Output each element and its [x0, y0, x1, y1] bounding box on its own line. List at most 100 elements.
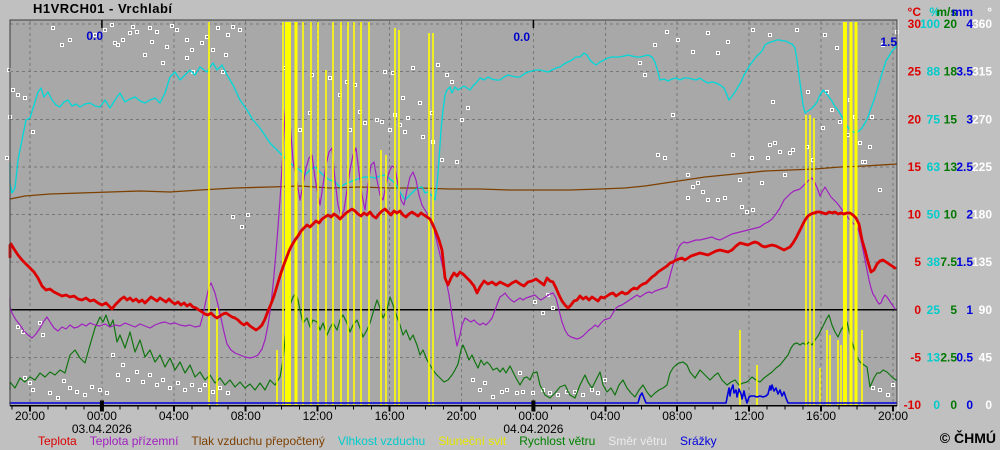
wind-direction-dot-center — [149, 27, 151, 29]
axis-value-label: 1.5 — [956, 255, 973, 269]
wind-direction-dot-center — [687, 174, 689, 176]
wind-direction-dot-center — [329, 77, 331, 79]
wind-direction-dot-center — [836, 47, 838, 49]
series-vlhkost-vzduchu-line — [9, 39, 898, 201]
wind-direction-dot-center — [727, 41, 729, 43]
wind-direction-dot-center — [225, 54, 227, 56]
wind-direction-dot-center — [784, 174, 786, 176]
wind-direction-dot-center — [707, 199, 709, 201]
wind-direction-dot-center — [451, 81, 453, 83]
wind-direction-dot-center — [792, 149, 794, 151]
axis-value-label: 63 — [927, 160, 941, 174]
wind-direction-dot-center — [779, 151, 781, 153]
wind-direction-dot-center — [807, 91, 809, 93]
wind-direction-dot-center — [717, 52, 719, 54]
wind-direction-dot-center — [542, 312, 544, 314]
axis-value-label: 2 — [966, 208, 973, 222]
axis-value-label: 10 — [944, 208, 958, 222]
wind-direction-dot-center — [887, 394, 889, 396]
x-tick-label: 08:00 — [662, 409, 692, 423]
wind-direction-dot-center — [32, 389, 34, 391]
wind-direction-dot-center — [247, 214, 249, 216]
wind-direction-dot-center — [879, 189, 881, 191]
axis-value-label: 0 — [933, 398, 940, 412]
x-tick-label: 16:00 — [806, 409, 836, 423]
wind-direction-dot-center — [847, 134, 849, 136]
wind-direction-dot-center — [349, 129, 351, 131]
wind-direction-dot-center — [57, 397, 59, 399]
x-tick-label: 16:00 — [375, 409, 405, 423]
wind-direction-dot-center — [162, 379, 164, 381]
wind-direction-dot-center — [69, 39, 71, 41]
wind-direction-dot-center — [232, 26, 234, 28]
x-tick-label: 00:00 — [518, 409, 548, 423]
wind-direction-dot-center — [472, 379, 474, 381]
axis-value-label: 3 — [966, 112, 973, 126]
wind-direction-dot-center — [752, 29, 754, 31]
legend-item-srazky: Srážky — [679, 434, 717, 448]
x-tick-label: 04:00 — [590, 409, 620, 423]
wind-direction-dot-center — [644, 74, 646, 76]
axis-value-label: 20 — [944, 17, 958, 31]
axis-value-label: 0 — [914, 303, 921, 317]
legend-item-tlak-vzduchu-prepocteny: Tlak vzduchu přepočtený — [191, 434, 325, 448]
wind-direction-dot-center — [824, 34, 826, 36]
x-tick-label: 12:00 — [734, 409, 764, 423]
wind-direction-dot-center — [467, 107, 469, 109]
wind-direction-dot-center — [381, 121, 383, 123]
wind-direction-dot-center — [129, 32, 131, 34]
wind-direction-dot-center — [24, 377, 26, 379]
wind-direction-dot-center — [339, 94, 341, 96]
wind-direction-dot-center — [831, 109, 833, 111]
wind-direction-dot-center — [591, 389, 593, 391]
wind-direction-dot-center — [49, 392, 51, 394]
legend-item-teplota-prizemni: Teplota přízemní — [89, 434, 179, 448]
wind-direction-dot-center — [741, 206, 743, 208]
wind-direction-dot-center — [239, 29, 241, 31]
legend-item-rychlost-vetru: Rychlost větru — [519, 434, 596, 448]
wind-direction-dot-center — [222, 71, 224, 73]
wind-direction-dot-center — [76, 391, 78, 393]
axis-value-label: 30 — [908, 17, 922, 31]
wind-direction-dot-center — [864, 161, 866, 163]
axis-value-label: 0 — [985, 398, 992, 412]
wind-direction-dot-center — [657, 154, 659, 156]
wind-direction-dot-center — [871, 116, 873, 118]
midnight-tick-top — [101, 20, 103, 28]
wind-direction-dot-center — [219, 387, 221, 389]
axis-value-label: 20 — [908, 112, 922, 126]
wind-direction-dot-center — [869, 146, 871, 148]
wind-direction-dot-center — [122, 364, 124, 366]
wind-direction-dot-center — [132, 26, 134, 28]
wind-direction-dot-center — [217, 27, 219, 29]
wind-direction-dot-center — [122, 39, 124, 41]
axis-value-label: 10 — [908, 208, 922, 222]
wind-direction-dot-center — [399, 124, 401, 126]
axis-value-label: 18 — [944, 65, 958, 79]
wind-direction-dot-center — [186, 39, 188, 41]
axis-value-label: 3.5 — [956, 65, 973, 79]
wind-direction-dot-center — [552, 307, 554, 309]
wind-direction-dot-center — [354, 84, 356, 86]
axis-value-label: -5 — [910, 350, 921, 364]
axis-value-label: 25 — [908, 65, 922, 79]
wind-direction-dot-center — [422, 136, 424, 138]
wind-direction-dot-center — [204, 384, 206, 386]
wind-direction-dot-center — [192, 71, 194, 73]
axis-value-label: 75 — [927, 112, 941, 126]
wind-direction-dot-center — [12, 89, 14, 91]
x-tick-label: 12:00 — [303, 409, 333, 423]
axis-value-label: 4 — [966, 17, 973, 31]
wind-direction-dot-center — [94, 34, 96, 36]
wind-direction-dot-center — [191, 49, 193, 51]
wind-direction-dot-center — [8, 69, 10, 71]
wind-direction-dot-center — [32, 131, 34, 133]
wind-direction-dot-center — [724, 197, 726, 199]
wind-direction-dot-center — [506, 389, 508, 391]
wind-direction-dot-center — [677, 39, 679, 41]
wind-direction-dot-center — [702, 191, 704, 193]
wind-direction-dot-center — [61, 44, 63, 46]
wind-direction-dot-center — [212, 391, 214, 393]
wind-direction-dot-center — [566, 391, 568, 393]
axis-value-label: 25 — [927, 303, 941, 317]
